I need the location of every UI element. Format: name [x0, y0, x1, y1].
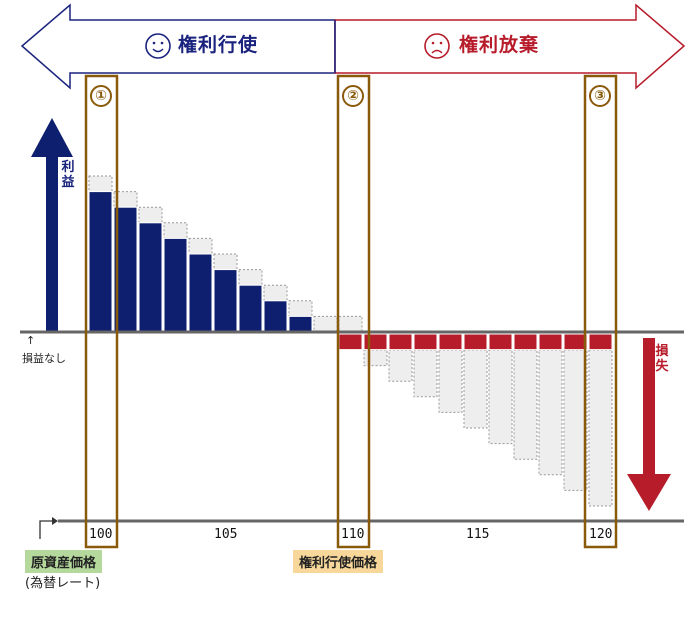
premium-box-111 [363, 349, 388, 367]
smiley-face-icon [145, 33, 171, 59]
price-axis-corner-arrow [39, 520, 56, 539]
loss-label: 損失 [655, 344, 669, 374]
exercise-arrow-half [20, 3, 336, 90]
frowning-face-icon [424, 33, 450, 59]
loss-bar-116 [488, 333, 513, 351]
abandon-arrow-half [334, 3, 686, 90]
premium-box-110 [338, 315, 363, 333]
profit-bar-107 [263, 300, 288, 333]
profit-label: 利益 [61, 160, 75, 190]
exercise-label: 権利行使 [178, 34, 259, 56]
tick-label-110: 110 [341, 527, 365, 542]
payoff-bars [88, 175, 613, 507]
strike-price-badge: 権利行使価格 [293, 550, 384, 573]
profit-arrow [31, 118, 73, 332]
premium-box-113 [413, 349, 438, 398]
tick-label-120: 120 [589, 527, 613, 542]
profit-bar-106 [238, 284, 263, 333]
marker-box-2 [336, 74, 371, 549]
loss-bar-117 [513, 333, 538, 351]
premium-box-119 [563, 349, 588, 491]
premium-box-120 [588, 349, 613, 507]
profit-bar-103 [163, 237, 188, 333]
loss-bar-110 [338, 333, 363, 351]
premium-box-117 [513, 349, 538, 460]
abandon-label: 権利放棄 [459, 34, 540, 56]
marker-number-3: ③ [594, 88, 606, 104]
premium-box-116 [488, 349, 513, 445]
loss-bar-112 [388, 333, 413, 351]
breakeven-label: 損益なし [22, 352, 66, 365]
breakeven-arrow-glyph: ↑ [26, 334, 36, 347]
profit-bar-108 [288, 315, 313, 333]
tick-label-115: 115 [466, 527, 490, 542]
loss-bar-114 [438, 333, 463, 351]
loss-bar-119 [563, 333, 588, 351]
marker-box-3 [583, 74, 618, 549]
loss-bar-115 [463, 333, 488, 351]
premium-box-109 [313, 315, 338, 333]
tick-label-105: 105 [214, 527, 238, 542]
loss-bar-118 [538, 333, 563, 351]
loss-arrow [627, 338, 671, 511]
premium-box-115 [463, 349, 488, 429]
marker-number-1: ① [95, 88, 107, 104]
premium-box-118 [538, 349, 563, 476]
premium-box-112 [388, 349, 413, 382]
tick-label-100: 100 [89, 527, 113, 542]
marker-box-1 [84, 74, 119, 549]
loss-bar-113 [413, 333, 438, 351]
loss-bar-120 [588, 333, 613, 351]
profit-bar-105 [213, 269, 238, 333]
profit-bar-100 [88, 191, 113, 333]
banner-double-arrow [20, 3, 686, 90]
marker-number-2: ② [347, 88, 359, 104]
loss-bar-111 [363, 333, 388, 351]
underlying-price-sublabel: (為替レート) [25, 576, 101, 591]
profit-bar-104 [188, 253, 213, 333]
underlying-price-badge: 原資産価格 [25, 550, 103, 573]
premium-box-114 [438, 349, 463, 413]
profit-bar-102 [138, 222, 163, 333]
